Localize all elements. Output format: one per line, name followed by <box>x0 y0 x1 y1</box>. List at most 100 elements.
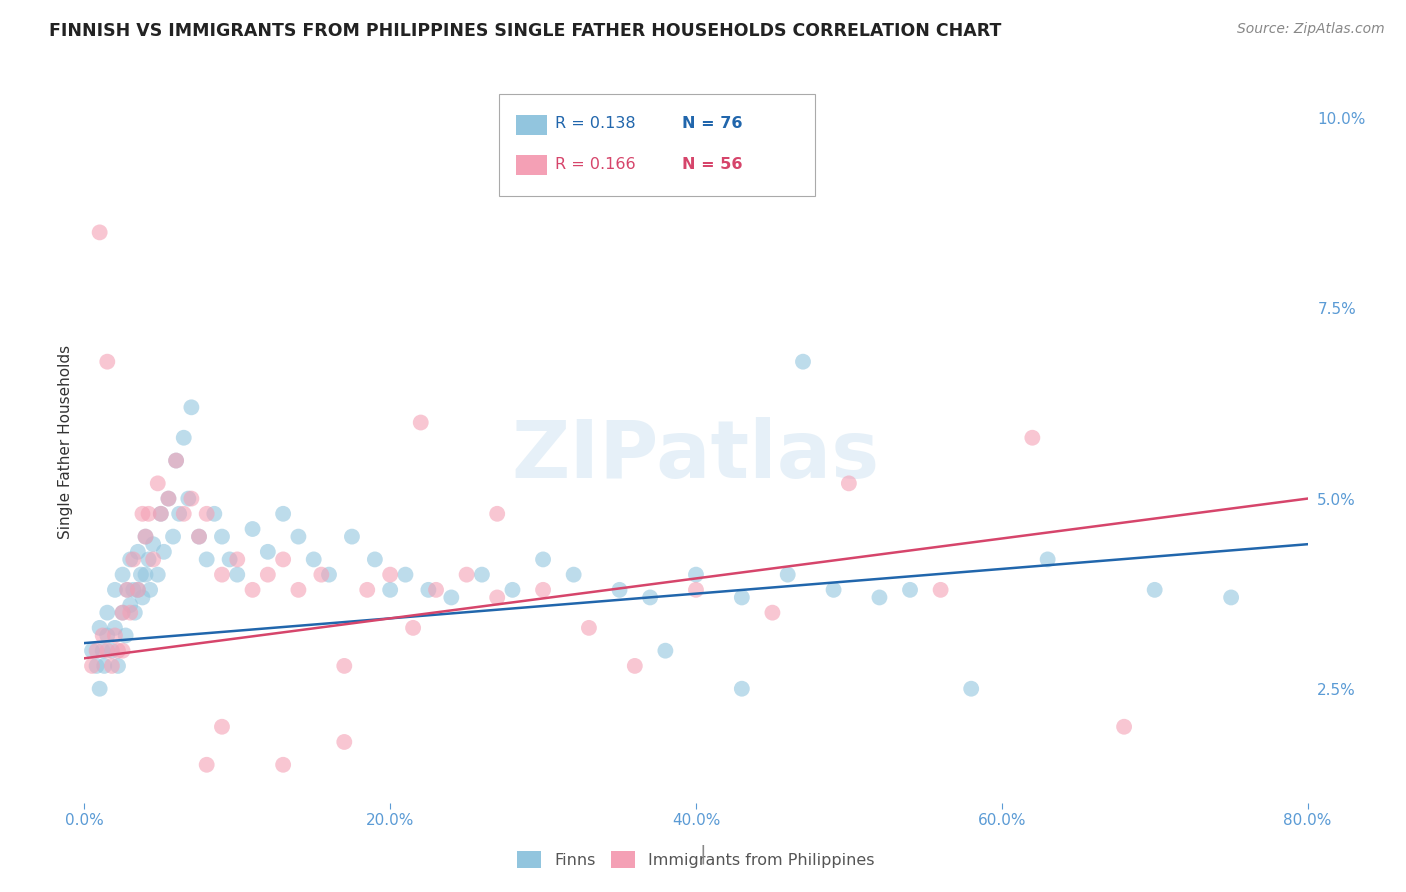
Point <box>418 582 440 597</box>
Point <box>471 567 494 582</box>
Point <box>685 582 707 597</box>
Point <box>138 552 160 566</box>
Point <box>1143 582 1166 597</box>
Point <box>129 567 152 582</box>
Point <box>111 567 134 582</box>
Point <box>180 401 202 415</box>
Point <box>402 621 425 635</box>
Point <box>486 591 509 605</box>
Point <box>502 582 524 597</box>
Point <box>146 567 169 582</box>
Text: ZIPatlas: ZIPatlas <box>512 417 880 495</box>
Point <box>624 659 647 673</box>
Point <box>111 606 134 620</box>
Point <box>731 681 754 696</box>
Point <box>157 491 180 506</box>
Text: N = 76: N = 76 <box>682 117 742 131</box>
Point <box>173 507 195 521</box>
Point <box>531 582 554 597</box>
Point <box>195 757 218 772</box>
Point <box>89 681 111 696</box>
Point <box>1220 591 1243 605</box>
Point <box>107 659 129 673</box>
Point <box>440 591 463 605</box>
Point <box>104 582 127 597</box>
Point <box>162 530 184 544</box>
Point <box>409 416 432 430</box>
Point <box>486 507 509 521</box>
Point <box>380 582 402 597</box>
Point <box>131 591 153 605</box>
Point <box>120 598 142 612</box>
Point <box>135 567 157 582</box>
Point <box>188 530 211 544</box>
Point <box>122 552 145 566</box>
Point <box>96 628 118 642</box>
Point <box>287 582 309 597</box>
Point <box>792 354 814 368</box>
Point <box>211 567 233 582</box>
Point <box>115 582 138 597</box>
Point <box>318 567 340 582</box>
Point <box>89 621 111 635</box>
Point <box>135 530 157 544</box>
Legend: Finns, Immigrants from Philippines: Finns, Immigrants from Philippines <box>510 845 882 874</box>
Point <box>165 453 187 467</box>
Point <box>242 582 264 597</box>
Point <box>101 643 124 657</box>
Point <box>311 567 333 582</box>
Point <box>107 643 129 657</box>
Point <box>195 552 218 566</box>
Point <box>340 530 363 544</box>
Point <box>394 567 416 582</box>
Point <box>127 582 149 597</box>
Point <box>257 567 280 582</box>
Point <box>333 735 356 749</box>
Point <box>91 628 114 642</box>
Point <box>188 530 211 544</box>
Point <box>838 476 860 491</box>
Point <box>173 431 195 445</box>
Text: R = 0.166: R = 0.166 <box>555 157 636 171</box>
Point <box>142 537 165 551</box>
Point <box>114 628 136 642</box>
Point <box>1036 552 1059 566</box>
Point <box>104 621 127 635</box>
Point <box>685 567 707 582</box>
Point <box>929 582 952 597</box>
Point <box>149 507 172 521</box>
Point <box>654 643 676 657</box>
Point <box>146 476 169 491</box>
Point <box>211 720 233 734</box>
Point <box>287 530 309 544</box>
Point <box>638 591 661 605</box>
Point <box>120 606 142 620</box>
Point <box>139 582 162 597</box>
Point <box>823 582 845 597</box>
Point <box>157 491 180 506</box>
Text: |: | <box>700 845 706 864</box>
Point <box>131 507 153 521</box>
Point <box>135 530 157 544</box>
Point <box>218 552 240 566</box>
Point <box>211 530 233 544</box>
Point <box>257 545 280 559</box>
Point <box>165 453 187 467</box>
Point <box>761 606 783 620</box>
Point <box>226 567 249 582</box>
Point <box>425 582 447 597</box>
Point <box>120 552 142 566</box>
Point <box>302 552 325 566</box>
Point <box>869 591 891 605</box>
Point <box>93 659 115 673</box>
Point <box>122 582 145 597</box>
Point <box>89 226 111 240</box>
Point <box>80 643 103 657</box>
Point <box>153 545 176 559</box>
Point <box>1114 720 1136 734</box>
Point <box>96 354 118 368</box>
Point <box>731 591 754 605</box>
Point <box>167 507 190 521</box>
Text: N = 56: N = 56 <box>682 157 742 171</box>
Point <box>333 659 356 673</box>
